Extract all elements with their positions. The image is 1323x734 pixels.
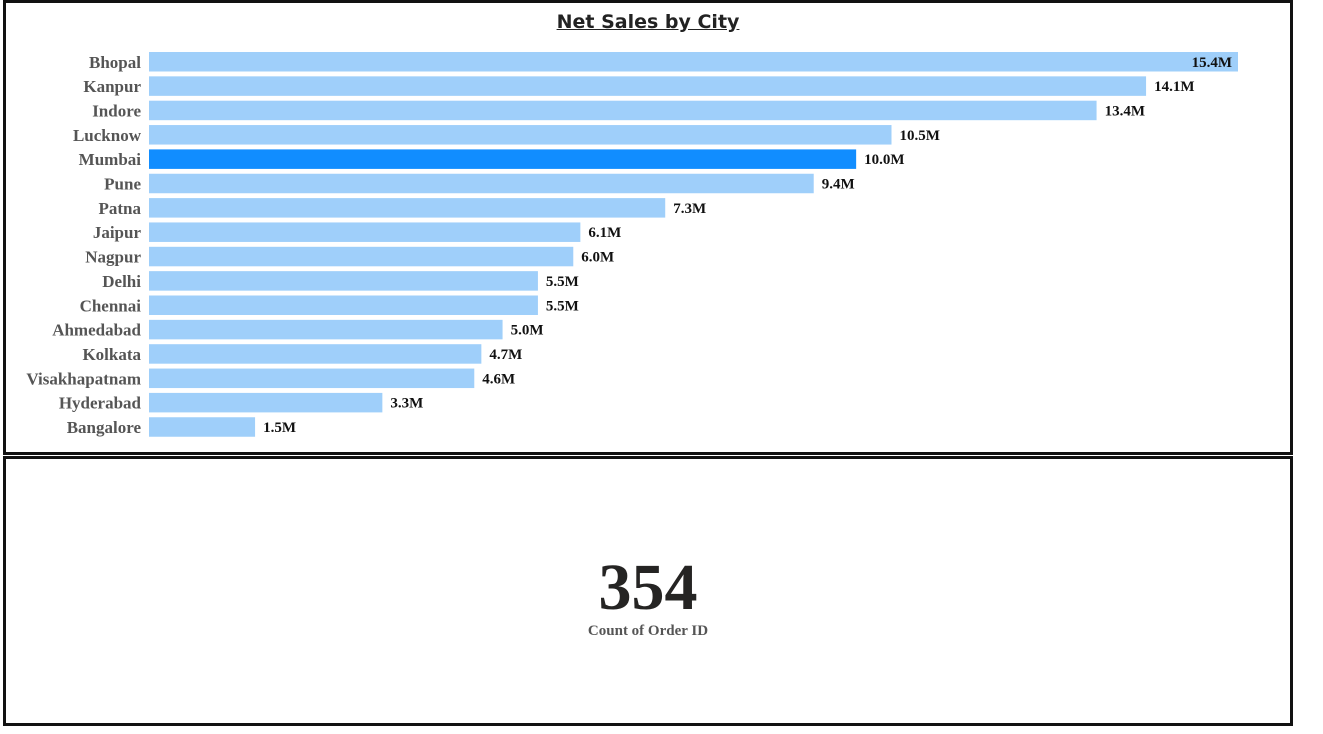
bar[interactable] xyxy=(149,149,857,169)
value-label: 7.3M xyxy=(673,201,706,217)
bar[interactable] xyxy=(149,246,574,267)
bar[interactable] xyxy=(149,173,814,194)
bar[interactable] xyxy=(149,392,383,413)
bar[interactable] xyxy=(149,100,1097,121)
value-label: 3.3M xyxy=(390,396,423,412)
chart-title: Net Sales by City xyxy=(556,11,740,33)
category-label: Mumbai xyxy=(79,150,142,169)
card-label: Count of Order ID xyxy=(587,623,709,639)
value-label: 13.4M xyxy=(1105,103,1145,119)
bar[interactable] xyxy=(149,76,1147,96)
category-label: Nagpur xyxy=(85,248,141,267)
bar[interactable] xyxy=(149,52,1238,72)
bar[interactable] xyxy=(149,222,581,242)
category-label: Hyderabad xyxy=(59,394,142,413)
card-value: 354 xyxy=(598,551,698,624)
net-sales-chart-panel: Net Sales by City Bhopal 15.4M Kanpur 14.1M… xyxy=(3,0,1293,455)
net-sales-bar-chart: Bhopal 15.4M Kanpur 14.1M Indore 13.4M Lucknow… xyxy=(26,52,1238,437)
category-label: Ahmedabad xyxy=(52,321,141,340)
value-label: 15.4M xyxy=(1192,55,1232,71)
value-label: 5.0M xyxy=(511,323,544,339)
category-label: Visakhapatnam xyxy=(26,369,141,388)
category-label: Lucknow xyxy=(73,126,142,145)
category-label: Chennai xyxy=(80,296,142,315)
category-label: Patna xyxy=(99,199,142,218)
bar[interactable] xyxy=(149,271,538,291)
value-label: 4.6M xyxy=(482,371,515,387)
category-label: Jaipur xyxy=(93,223,142,242)
category-label: Bangalore xyxy=(67,418,142,437)
value-label: 5.5M xyxy=(546,274,579,290)
bar[interactable] xyxy=(149,295,538,316)
category-label: Indore xyxy=(92,101,141,120)
value-label: 6.0M xyxy=(581,250,614,266)
value-label: 6.1M xyxy=(588,225,621,241)
value-label: 10.5M xyxy=(900,128,940,144)
category-label: Kanpur xyxy=(83,77,141,96)
bar[interactable] xyxy=(149,344,482,364)
value-label: 1.5M xyxy=(263,420,296,436)
value-label: 14.1M xyxy=(1154,79,1194,95)
bar[interactable] xyxy=(149,417,256,437)
category-label: Kolkata xyxy=(82,345,141,364)
category-label: Delhi xyxy=(102,272,141,291)
bar[interactable] xyxy=(149,198,666,218)
value-label: 4.7M xyxy=(489,347,522,363)
bar[interactable] xyxy=(149,368,475,389)
category-label: Bhopal xyxy=(89,53,141,72)
value-label: 5.5M xyxy=(546,298,579,314)
bar[interactable] xyxy=(149,125,892,145)
bar[interactable] xyxy=(149,319,503,340)
order-count-card: 354 Count of Order ID xyxy=(3,456,1293,726)
value-label: 9.4M xyxy=(822,177,855,193)
value-label: 10.0M xyxy=(864,152,904,168)
category-label: Pune xyxy=(104,175,141,194)
